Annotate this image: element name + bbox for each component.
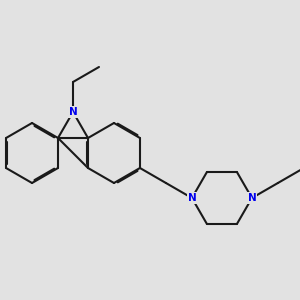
Text: N: N — [69, 107, 77, 117]
Text: N: N — [248, 193, 256, 203]
Text: N: N — [188, 193, 196, 203]
